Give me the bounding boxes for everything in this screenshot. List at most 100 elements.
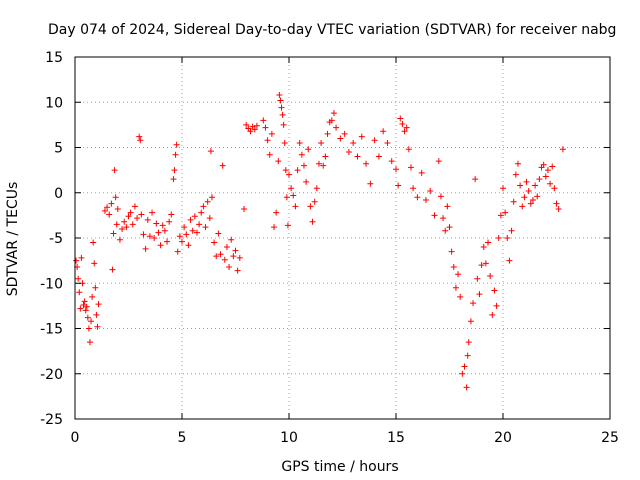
data-point [553, 200, 560, 207]
data-point [153, 220, 160, 227]
data-point [555, 206, 562, 213]
data-point [474, 275, 481, 282]
data-point [437, 193, 444, 200]
data-point [284, 222, 291, 229]
data-point [127, 209, 134, 216]
data-point [119, 225, 126, 232]
data-point [418, 169, 425, 176]
data-point [172, 151, 179, 158]
data-point [208, 194, 215, 201]
data-point [142, 245, 149, 252]
data-point [179, 238, 185, 245]
data-point [388, 158, 395, 165]
data-point [204, 198, 211, 205]
data-point [551, 185, 558, 192]
data-point [206, 215, 213, 222]
data-point [213, 253, 220, 260]
data-point [207, 148, 214, 155]
data-point [166, 218, 173, 225]
data-point [300, 162, 307, 169]
data-point [461, 363, 468, 370]
data-point [282, 167, 289, 174]
data-point [196, 221, 203, 228]
data-point [226, 263, 233, 270]
data-point [497, 212, 504, 219]
data-point [549, 163, 556, 170]
data-point [318, 139, 325, 146]
data-point [283, 194, 290, 201]
x-tick-label: 0 [71, 430, 80, 446]
data-point [309, 218, 316, 225]
data-point [83, 303, 90, 310]
data-point [176, 233, 183, 240]
data-point [170, 176, 177, 183]
data-point [159, 222, 166, 229]
data-point [134, 215, 141, 222]
data-point [440, 215, 447, 222]
data-point [185, 242, 192, 249]
data-point [80, 301, 87, 308]
data-point [262, 124, 269, 131]
data-point [521, 194, 528, 201]
data-point [410, 185, 417, 192]
data-point [219, 162, 226, 169]
data-point [463, 384, 470, 391]
data-point [292, 203, 299, 210]
data-point [480, 244, 487, 251]
data-point [307, 203, 314, 210]
y-tick-label: 10 [45, 95, 63, 111]
data-point [465, 339, 472, 346]
data-point [487, 273, 494, 280]
data-point [536, 176, 543, 183]
data-point [399, 120, 406, 127]
data-point [89, 293, 96, 300]
y-axis-label: SDTVAR / TECUs [5, 182, 21, 297]
data-point [401, 128, 408, 135]
data-point [397, 115, 404, 122]
y-tick-label: 5 [54, 141, 63, 157]
data-point [109, 266, 116, 273]
data-point [534, 193, 541, 200]
data-point [247, 128, 254, 135]
data-point [200, 203, 207, 210]
data-point [140, 231, 147, 238]
data-point [508, 227, 515, 234]
data-point [305, 146, 312, 153]
data-point [493, 302, 500, 309]
data-point [223, 244, 230, 251]
data-point [452, 284, 459, 291]
data-point [393, 166, 399, 173]
data-point [298, 151, 305, 158]
data-point [491, 287, 498, 294]
data-point [380, 128, 387, 135]
data-point [273, 209, 280, 216]
data-point [92, 284, 99, 291]
data-point [183, 231, 190, 238]
data-point [90, 239, 97, 246]
data-point [251, 126, 258, 133]
data-point [111, 167, 118, 174]
data-point [228, 236, 235, 243]
data-point [395, 182, 402, 189]
data-point [525, 187, 532, 194]
data-point [93, 311, 100, 318]
data-point [517, 182, 524, 189]
data-point [512, 171, 519, 178]
data-point [217, 251, 224, 258]
data-point [330, 110, 337, 117]
data-point [198, 209, 205, 216]
data-point [470, 300, 477, 307]
data-point [149, 209, 156, 216]
data-point [455, 271, 462, 278]
data-point [82, 307, 89, 314]
data-point [514, 160, 521, 167]
data-point [232, 247, 239, 254]
data-point [161, 227, 168, 234]
data-point [112, 194, 119, 201]
data-point [464, 352, 471, 359]
data-point [544, 167, 551, 174]
data-point [358, 133, 365, 140]
data-point [211, 239, 218, 246]
x-tick-label: 5 [178, 430, 187, 446]
data-point [506, 257, 513, 264]
